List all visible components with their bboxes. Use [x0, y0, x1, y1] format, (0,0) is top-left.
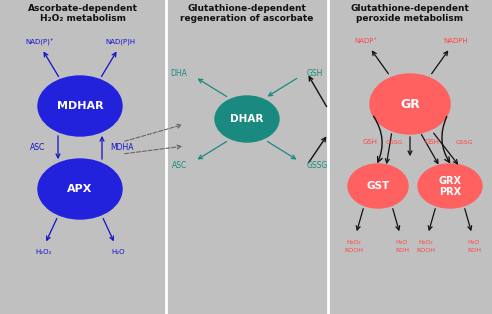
Ellipse shape — [215, 96, 279, 142]
Text: NAD(P)H: NAD(P)H — [105, 39, 135, 45]
Text: GRX: GRX — [438, 176, 461, 186]
Text: MDHAR: MDHAR — [57, 101, 103, 111]
Text: ASC: ASC — [172, 160, 187, 170]
Text: Ascorbate-dependent
H₂O₂ metabolism: Ascorbate-dependent H₂O₂ metabolism — [28, 4, 138, 24]
Text: GSSG: GSSG — [455, 139, 473, 144]
Text: GSH: GSH — [363, 139, 377, 145]
Text: PRX: PRX — [439, 187, 461, 197]
Text: MDHA: MDHA — [110, 143, 134, 153]
Text: NADP⁺: NADP⁺ — [354, 38, 377, 44]
Ellipse shape — [370, 74, 450, 134]
Text: GST: GST — [367, 181, 390, 191]
Text: DHA: DHA — [170, 68, 187, 78]
Text: H₂O: H₂O — [468, 240, 480, 245]
Text: Glutathione-dependent
regeneration of ascorbate: Glutathione-dependent regeneration of as… — [180, 4, 314, 24]
Text: GSSG: GSSG — [307, 160, 328, 170]
Text: NAD(P)⁺: NAD(P)⁺ — [26, 38, 54, 46]
Text: GSH: GSH — [307, 68, 323, 78]
Text: ROH: ROH — [467, 248, 481, 253]
Ellipse shape — [348, 164, 408, 208]
Text: GSSG: GSSG — [385, 139, 403, 144]
Text: H₂O: H₂O — [111, 249, 125, 255]
Text: Glutathione-dependent
peroxide metabolism: Glutathione-dependent peroxide metabolis… — [351, 4, 469, 24]
Text: ROH: ROH — [395, 248, 409, 253]
Ellipse shape — [38, 159, 122, 219]
Text: H₂O₂: H₂O₂ — [347, 240, 362, 245]
Text: NADPH: NADPH — [444, 38, 468, 44]
Text: GR: GR — [400, 98, 420, 111]
Ellipse shape — [38, 76, 122, 136]
Text: H₂O₂: H₂O₂ — [419, 240, 433, 245]
Text: DHAR: DHAR — [230, 114, 264, 124]
Text: ROOH: ROOH — [344, 248, 364, 253]
Text: GSH: GSH — [425, 139, 439, 145]
Text: ROOH: ROOH — [417, 248, 435, 253]
Text: ASC: ASC — [31, 143, 46, 153]
Text: H₂O₂: H₂O₂ — [36, 249, 52, 255]
Text: APX: APX — [67, 184, 92, 194]
Ellipse shape — [418, 164, 482, 208]
Text: H₂O: H₂O — [396, 240, 408, 245]
